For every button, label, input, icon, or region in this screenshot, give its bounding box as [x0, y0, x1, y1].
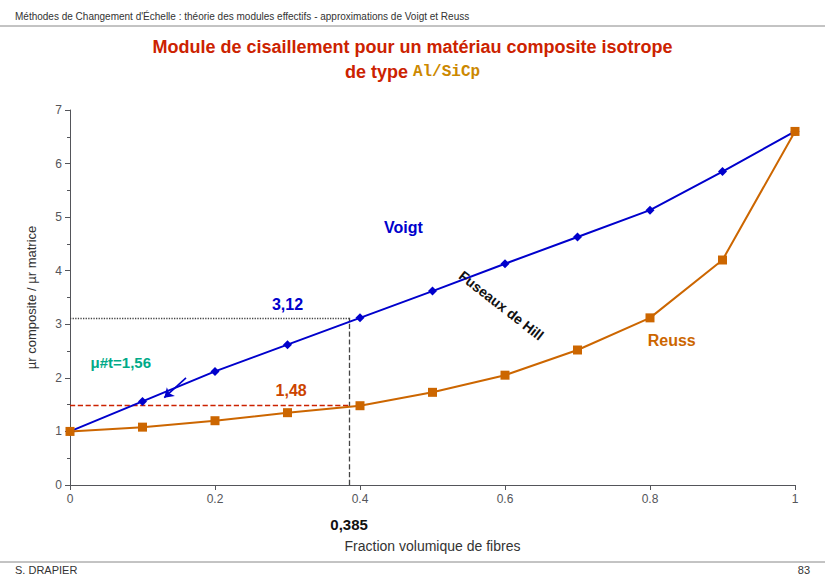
svg-text:1: 1 [55, 424, 62, 438]
svg-text:4: 4 [55, 264, 62, 278]
svg-text:2: 2 [55, 371, 62, 385]
svg-text:S. DRAPIER: S. DRAPIER [15, 564, 77, 576]
svg-text:7: 7 [55, 103, 62, 117]
svg-text:Reuss: Reuss [648, 332, 696, 349]
svg-text:3: 3 [55, 317, 62, 331]
svg-text:μ#t=1,56: μ#t=1,56 [91, 354, 151, 371]
svg-text:Al/SiCp: Al/SiCp [413, 63, 480, 81]
svg-text:0.4: 0.4 [352, 492, 369, 506]
svg-text:Voigt: Voigt [384, 219, 423, 236]
svg-text:de type: de type [345, 62, 413, 82]
svg-text:Fuseaux de Hill: Fuseaux de Hill [456, 268, 547, 344]
svg-text:0.6: 0.6 [497, 492, 514, 506]
svg-text:6: 6 [55, 157, 62, 171]
svg-text:µr composite / µr matrice: µr composite / µr matrice [24, 226, 39, 370]
svg-text:1: 1 [792, 492, 799, 506]
svg-text:5: 5 [55, 210, 62, 224]
svg-text:Méthodes de Changement d'Échel: Méthodes de Changement d'Échelle : théor… [15, 10, 469, 22]
svg-text:Module de cisaillement pour un: Module de cisaillement pour un matériau … [152, 37, 672, 57]
svg-text:Fraction volumique de fibres: Fraction volumique de fibres [345, 538, 521, 554]
svg-text:0: 0 [55, 478, 62, 492]
svg-text:1,48: 1,48 [276, 382, 307, 399]
svg-text:0,385: 0,385 [330, 516, 368, 533]
svg-text:0.8: 0.8 [642, 492, 659, 506]
svg-text:0: 0 [67, 492, 74, 506]
svg-text:3,12: 3,12 [272, 296, 303, 313]
svg-text:83: 83 [798, 564, 810, 576]
svg-text:0.2: 0.2 [207, 492, 224, 506]
